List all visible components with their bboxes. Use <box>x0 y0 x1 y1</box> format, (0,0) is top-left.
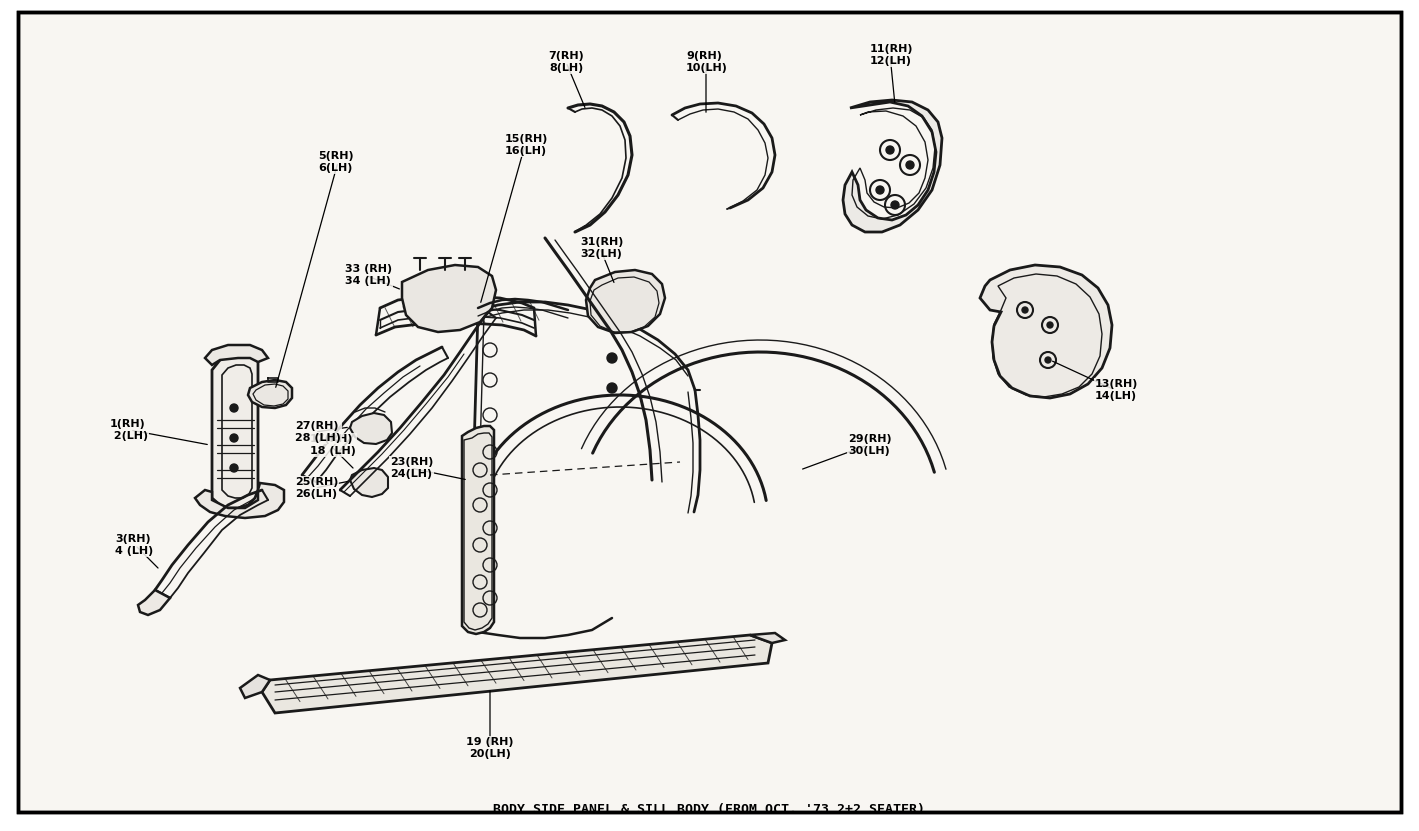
Polygon shape <box>981 265 1112 398</box>
Text: 13(RH)
14(LH): 13(RH) 14(LH) <box>1095 379 1138 401</box>
Text: 25(RH)
26(LH): 25(RH) 26(LH) <box>295 477 338 499</box>
Text: 33 (RH)
34 (LH): 33 (RH) 34 (LH) <box>345 264 392 286</box>
Circle shape <box>1047 322 1053 328</box>
Text: 7(RH)
8(LH): 7(RH) 8(LH) <box>548 52 583 73</box>
Text: 23(RH)
24(LH): 23(RH) 24(LH) <box>390 457 433 479</box>
Circle shape <box>1044 357 1051 363</box>
Polygon shape <box>751 633 785 643</box>
Text: 1(RH)
 2(LH): 1(RH) 2(LH) <box>111 419 148 440</box>
Circle shape <box>230 434 238 442</box>
Text: 19 (RH)
20(LH): 19 (RH) 20(LH) <box>467 737 514 759</box>
Circle shape <box>885 146 894 154</box>
Circle shape <box>891 201 900 209</box>
Polygon shape <box>350 413 392 444</box>
Text: 3(RH)
4 (LH): 3(RH) 4 (LH) <box>115 534 153 556</box>
Circle shape <box>230 404 238 412</box>
Polygon shape <box>350 468 387 497</box>
Polygon shape <box>211 352 258 508</box>
Text: 11(RH)
12(LH): 11(RH) 12(LH) <box>870 44 914 66</box>
Text: 9(RH)
10(LH): 9(RH) 10(LH) <box>685 52 728 73</box>
Circle shape <box>905 161 914 169</box>
Text: 15(RH)
16(LH): 15(RH) 16(LH) <box>505 134 548 155</box>
Circle shape <box>607 383 617 393</box>
Circle shape <box>1022 307 1027 313</box>
Text: 17(RH)
18 (LH): 17(RH) 18 (LH) <box>309 435 356 455</box>
Circle shape <box>230 464 238 472</box>
Polygon shape <box>843 100 942 232</box>
Text: 31(RH)
32(LH): 31(RH) 32(LH) <box>580 237 623 258</box>
Text: BODY SIDE PANEL & SILL BODY (FROM OCT. '73 2+2 SEATER): BODY SIDE PANEL & SILL BODY (FROM OCT. '… <box>492 804 925 817</box>
Polygon shape <box>204 345 268 365</box>
Polygon shape <box>586 270 666 333</box>
Polygon shape <box>263 635 772 713</box>
Polygon shape <box>248 380 292 408</box>
Polygon shape <box>194 483 284 518</box>
Circle shape <box>607 353 617 363</box>
Text: 5(RH)
6(LH): 5(RH) 6(LH) <box>318 151 353 173</box>
Polygon shape <box>240 675 270 698</box>
Text: 27(RH)
28 (LH): 27(RH) 28 (LH) <box>295 421 341 443</box>
Polygon shape <box>402 265 497 332</box>
Polygon shape <box>138 590 170 615</box>
Circle shape <box>876 186 884 194</box>
Polygon shape <box>463 426 494 634</box>
Text: 29(RH)
30(LH): 29(RH) 30(LH) <box>849 435 891 455</box>
